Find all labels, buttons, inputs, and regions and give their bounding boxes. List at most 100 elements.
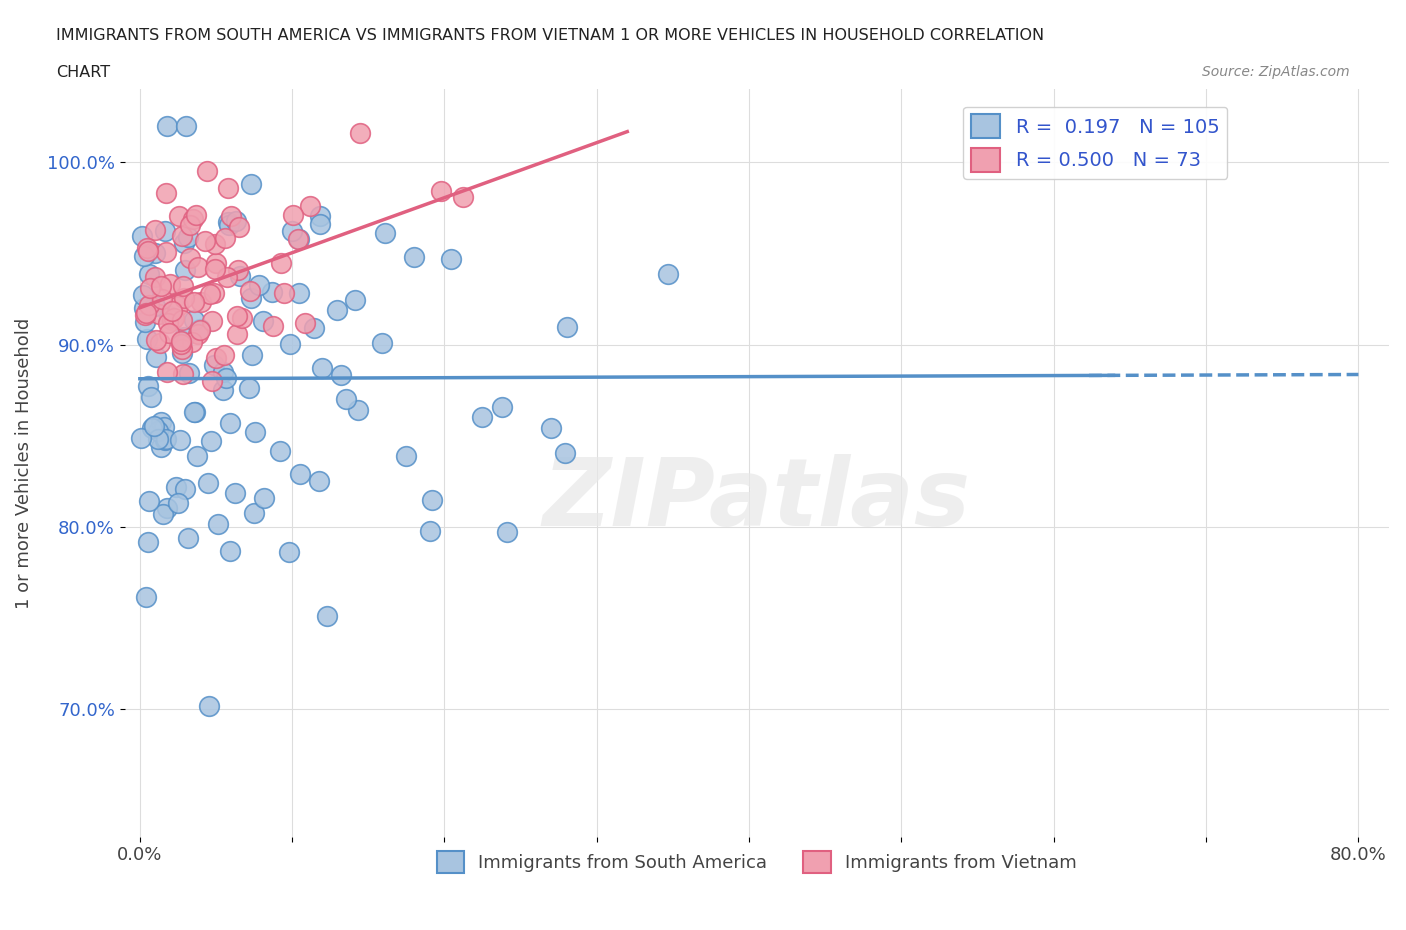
Point — [309, 208, 332, 223]
Point — [202, 357, 225, 372]
Point — [173, 291, 195, 306]
Point — [287, 232, 309, 246]
Text: ZIPatlas: ZIPatlas — [543, 455, 970, 547]
Point — [141, 421, 163, 436]
Point — [177, 365, 200, 380]
Point — [166, 299, 188, 313]
Point — [183, 405, 205, 419]
Point — [187, 259, 209, 274]
Point — [138, 494, 160, 509]
Point — [174, 482, 197, 497]
Point — [134, 307, 156, 322]
Point — [204, 256, 226, 271]
Point — [150, 278, 173, 293]
Point — [155, 245, 177, 259]
Text: CHART: CHART — [56, 65, 110, 80]
Point — [429, 184, 451, 199]
Point — [224, 485, 246, 500]
Point — [419, 524, 441, 538]
Point — [156, 500, 179, 515]
Point — [228, 219, 250, 234]
Point — [148, 336, 170, 351]
Point — [205, 351, 228, 365]
Point — [143, 270, 166, 285]
Point — [188, 321, 211, 336]
Point — [150, 292, 173, 307]
Point — [404, 249, 426, 264]
Point — [138, 298, 160, 312]
Point — [262, 318, 284, 333]
Point — [173, 330, 195, 345]
Point — [167, 208, 190, 223]
Point — [349, 126, 371, 140]
Point — [143, 222, 166, 237]
Point — [145, 332, 167, 347]
Point — [156, 365, 179, 379]
Point — [138, 267, 160, 282]
Point — [201, 374, 224, 389]
Point — [207, 516, 229, 531]
Point — [278, 545, 301, 560]
Point — [197, 698, 219, 713]
Point — [451, 190, 474, 205]
Point — [170, 229, 193, 244]
Point — [152, 507, 174, 522]
Point — [149, 440, 172, 455]
Point — [311, 361, 333, 376]
Point — [169, 337, 191, 352]
Point — [343, 293, 366, 308]
Point — [240, 348, 263, 363]
Point — [200, 433, 222, 448]
Point — [226, 309, 249, 324]
Point — [132, 300, 155, 315]
Point — [173, 235, 195, 250]
Point — [157, 316, 180, 331]
Point — [157, 326, 180, 341]
Point — [136, 535, 159, 550]
Point — [160, 303, 183, 318]
Point — [149, 415, 172, 430]
Point — [211, 365, 233, 379]
Point — [136, 331, 159, 346]
Point — [273, 286, 295, 300]
Point — [163, 311, 186, 325]
Point — [217, 215, 239, 230]
Point — [136, 379, 159, 393]
Point — [187, 326, 209, 341]
Point — [153, 224, 176, 239]
Point — [172, 313, 194, 328]
Point — [184, 405, 207, 419]
Point — [239, 177, 262, 192]
Point — [219, 416, 242, 431]
Text: Source: ZipAtlas.com: Source: ZipAtlas.com — [1202, 65, 1350, 79]
Point — [395, 449, 418, 464]
Point — [374, 225, 396, 240]
Point — [278, 337, 301, 352]
Point — [165, 479, 187, 494]
Point — [229, 269, 252, 284]
Point — [131, 430, 153, 445]
Point — [136, 244, 159, 259]
Point — [170, 346, 193, 361]
Point — [174, 262, 197, 277]
Point — [193, 233, 215, 248]
Point — [439, 251, 461, 266]
Point — [471, 409, 494, 424]
Point — [167, 496, 190, 511]
Point — [145, 299, 167, 313]
Legend: Immigrants from South America, Immigrants from Vietnam: Immigrants from South America, Immigrant… — [430, 844, 1084, 880]
Point — [135, 590, 157, 604]
Point — [219, 209, 242, 224]
Point — [217, 180, 239, 195]
Point — [302, 321, 325, 336]
Point — [269, 443, 291, 458]
Point — [197, 475, 219, 490]
Point — [316, 609, 339, 624]
Point — [225, 214, 247, 229]
Point — [299, 199, 322, 214]
Point — [186, 448, 208, 463]
Point — [157, 309, 180, 324]
Point — [212, 348, 235, 363]
Point — [262, 285, 284, 299]
Point — [132, 287, 155, 302]
